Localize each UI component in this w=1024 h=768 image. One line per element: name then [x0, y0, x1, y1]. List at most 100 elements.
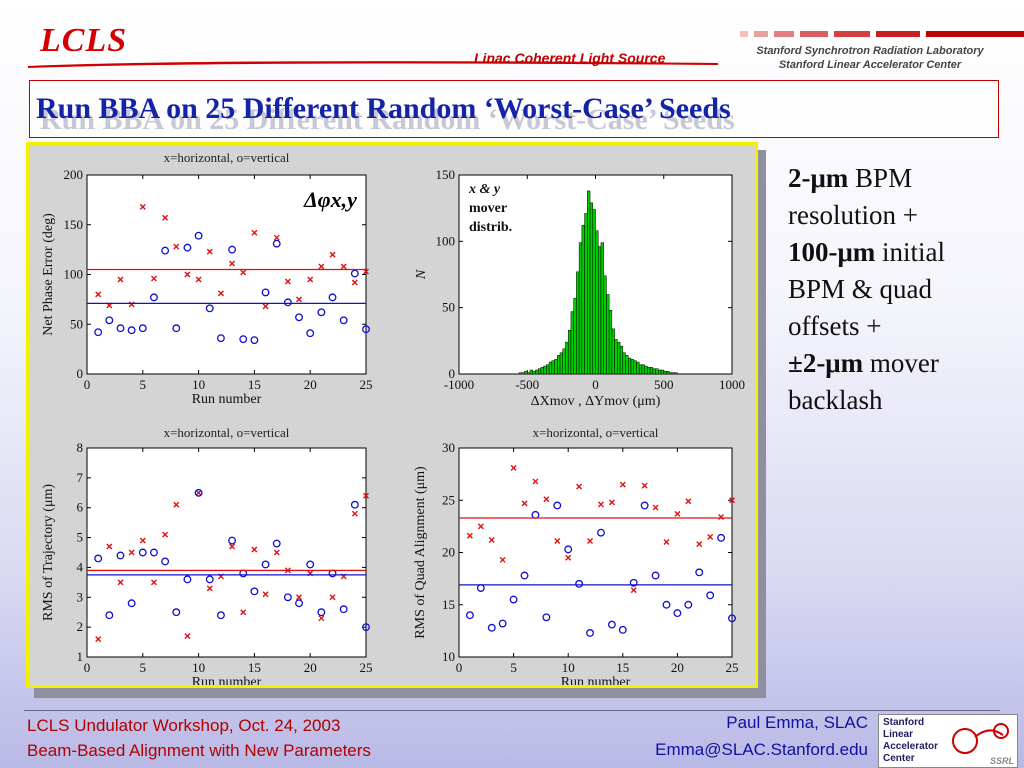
point-vertical: [127, 326, 136, 335]
histogram-bar: [597, 246, 602, 375]
point-horizontal: [543, 496, 550, 503]
y-axis-label: N: [414, 269, 429, 280]
y-tick-label: 2: [77, 619, 84, 634]
point-vertical: [150, 293, 158, 302]
histogram-bar: [546, 364, 550, 375]
title-box: [29, 80, 999, 138]
y-tick-label: 50: [70, 316, 83, 331]
point-horizontal: [284, 278, 291, 285]
param-bold-1: 2-μm: [788, 163, 849, 193]
point-horizontal: [262, 303, 269, 310]
point-horizontal: [466, 532, 473, 539]
param-bold-6: ±2-μm: [788, 348, 864, 378]
histogram-bar: [562, 348, 566, 375]
point-horizontal: [587, 538, 594, 544]
header-swoosh: [28, 61, 718, 68]
histogram-bar: [559, 352, 563, 375]
point-horizontal: [488, 536, 495, 543]
histogram-bar: [529, 369, 533, 375]
plot-area: [86, 447, 367, 658]
footer-divider: [24, 710, 1000, 711]
point-horizontal: [296, 594, 303, 601]
point-vertical: [328, 293, 337, 302]
point-horizontal: [696, 541, 703, 548]
point-horizontal: [150, 275, 157, 282]
point-vertical: [205, 575, 214, 584]
point-horizontal: [565, 554, 572, 561]
point-horizontal: [240, 269, 247, 276]
x-axis-label: Run number: [192, 675, 262, 685]
histogram-bar: [565, 341, 569, 375]
point-vertical: [597, 528, 605, 537]
histogram-bar: [543, 365, 547, 375]
point-horizontal: [229, 260, 236, 267]
annotation-mover: x & y mover distrib.: [468, 182, 512, 235]
point-horizontal: [351, 279, 358, 286]
point-vertical: [575, 579, 584, 588]
point-horizontal: [729, 497, 735, 504]
lcls-logo: LCLS: [40, 22, 128, 59]
point-vertical: [94, 328, 103, 337]
point-vertical: [239, 335, 248, 344]
point-vertical: [317, 608, 326, 617]
point-vertical: [651, 571, 660, 580]
histogram-bar: [578, 242, 583, 375]
param-line-4: BPM & quad: [788, 274, 933, 304]
footer-email: Emma@SLAC.Stanford.edu: [655, 740, 868, 759]
point-horizontal: [296, 296, 303, 303]
point-horizontal: [641, 482, 648, 489]
slac-line-1: Stanford: [883, 717, 925, 728]
slac-line-3: Accelerator: [883, 741, 939, 752]
point-horizontal: [195, 489, 202, 496]
x-tick-label: 0: [592, 377, 599, 392]
point-horizontal: [229, 543, 236, 550]
ssrl-mark: SSRL: [989, 756, 1014, 766]
footer-author: Paul Emma, SLAC: [726, 713, 868, 732]
histogram-bar: [576, 271, 580, 375]
chart-panel-4: x=horizontal, o=vertical 0 5 10 15 20 25 10 15 20…: [413, 425, 739, 685]
point-horizontal: [106, 543, 113, 550]
y-tick-label: 4: [77, 559, 84, 574]
point-vertical: [465, 611, 474, 620]
histogram-bar: [573, 298, 577, 375]
histogram-bar: [647, 367, 651, 375]
histogram-bar: [668, 372, 673, 375]
param-line-2: resolution +: [788, 200, 918, 230]
point-horizontal: [117, 276, 124, 283]
x-tick-label: 0: [84, 660, 91, 675]
y-axis-label: RMS of Quad Alignment (μm): [413, 466, 428, 639]
point-horizontal: [685, 498, 692, 505]
histogram-bar: [658, 369, 662, 375]
slide-title: Run BBA on 25 Different Random ‘Worst-Ca…: [36, 92, 731, 125]
x-tick-label: 1000: [719, 377, 745, 392]
histogram-bar: [649, 367, 654, 375]
histogram-bar: [652, 368, 656, 375]
point-vertical: [94, 554, 103, 563]
point-horizontal: [95, 636, 102, 643]
point-vertical: [520, 571, 529, 580]
x-tick-label: 10: [562, 660, 575, 675]
x-tick-label: 0: [456, 660, 463, 675]
histogram-bar: [641, 364, 645, 375]
slac-line-4: Center: [883, 753, 915, 764]
point-horizontal: [521, 500, 528, 507]
point-horizontal: [510, 464, 517, 471]
histogram-bar: [628, 357, 632, 375]
linac-subtitle: Linac Coherent Light Source: [474, 50, 666, 66]
histogram-bar: [527, 372, 531, 375]
histogram-bar: [589, 202, 594, 375]
histogram-bar: [663, 371, 667, 375]
histogram-bar: [521, 372, 525, 375]
histogram-bar: [554, 359, 558, 375]
x-tick-label: 10: [192, 660, 205, 675]
annotation-line: distrib.: [469, 220, 512, 235]
histogram-bar: [614, 339, 618, 375]
point-horizontal: [150, 579, 157, 586]
point-horizontal: [608, 499, 615, 506]
param-bold-3: 100-μm: [788, 237, 876, 267]
point-vertical: [228, 536, 237, 545]
point-vertical: [339, 316, 348, 325]
point-vertical: [127, 599, 136, 608]
y-tick-label: 0: [77, 366, 84, 381]
point-vertical: [662, 600, 671, 609]
